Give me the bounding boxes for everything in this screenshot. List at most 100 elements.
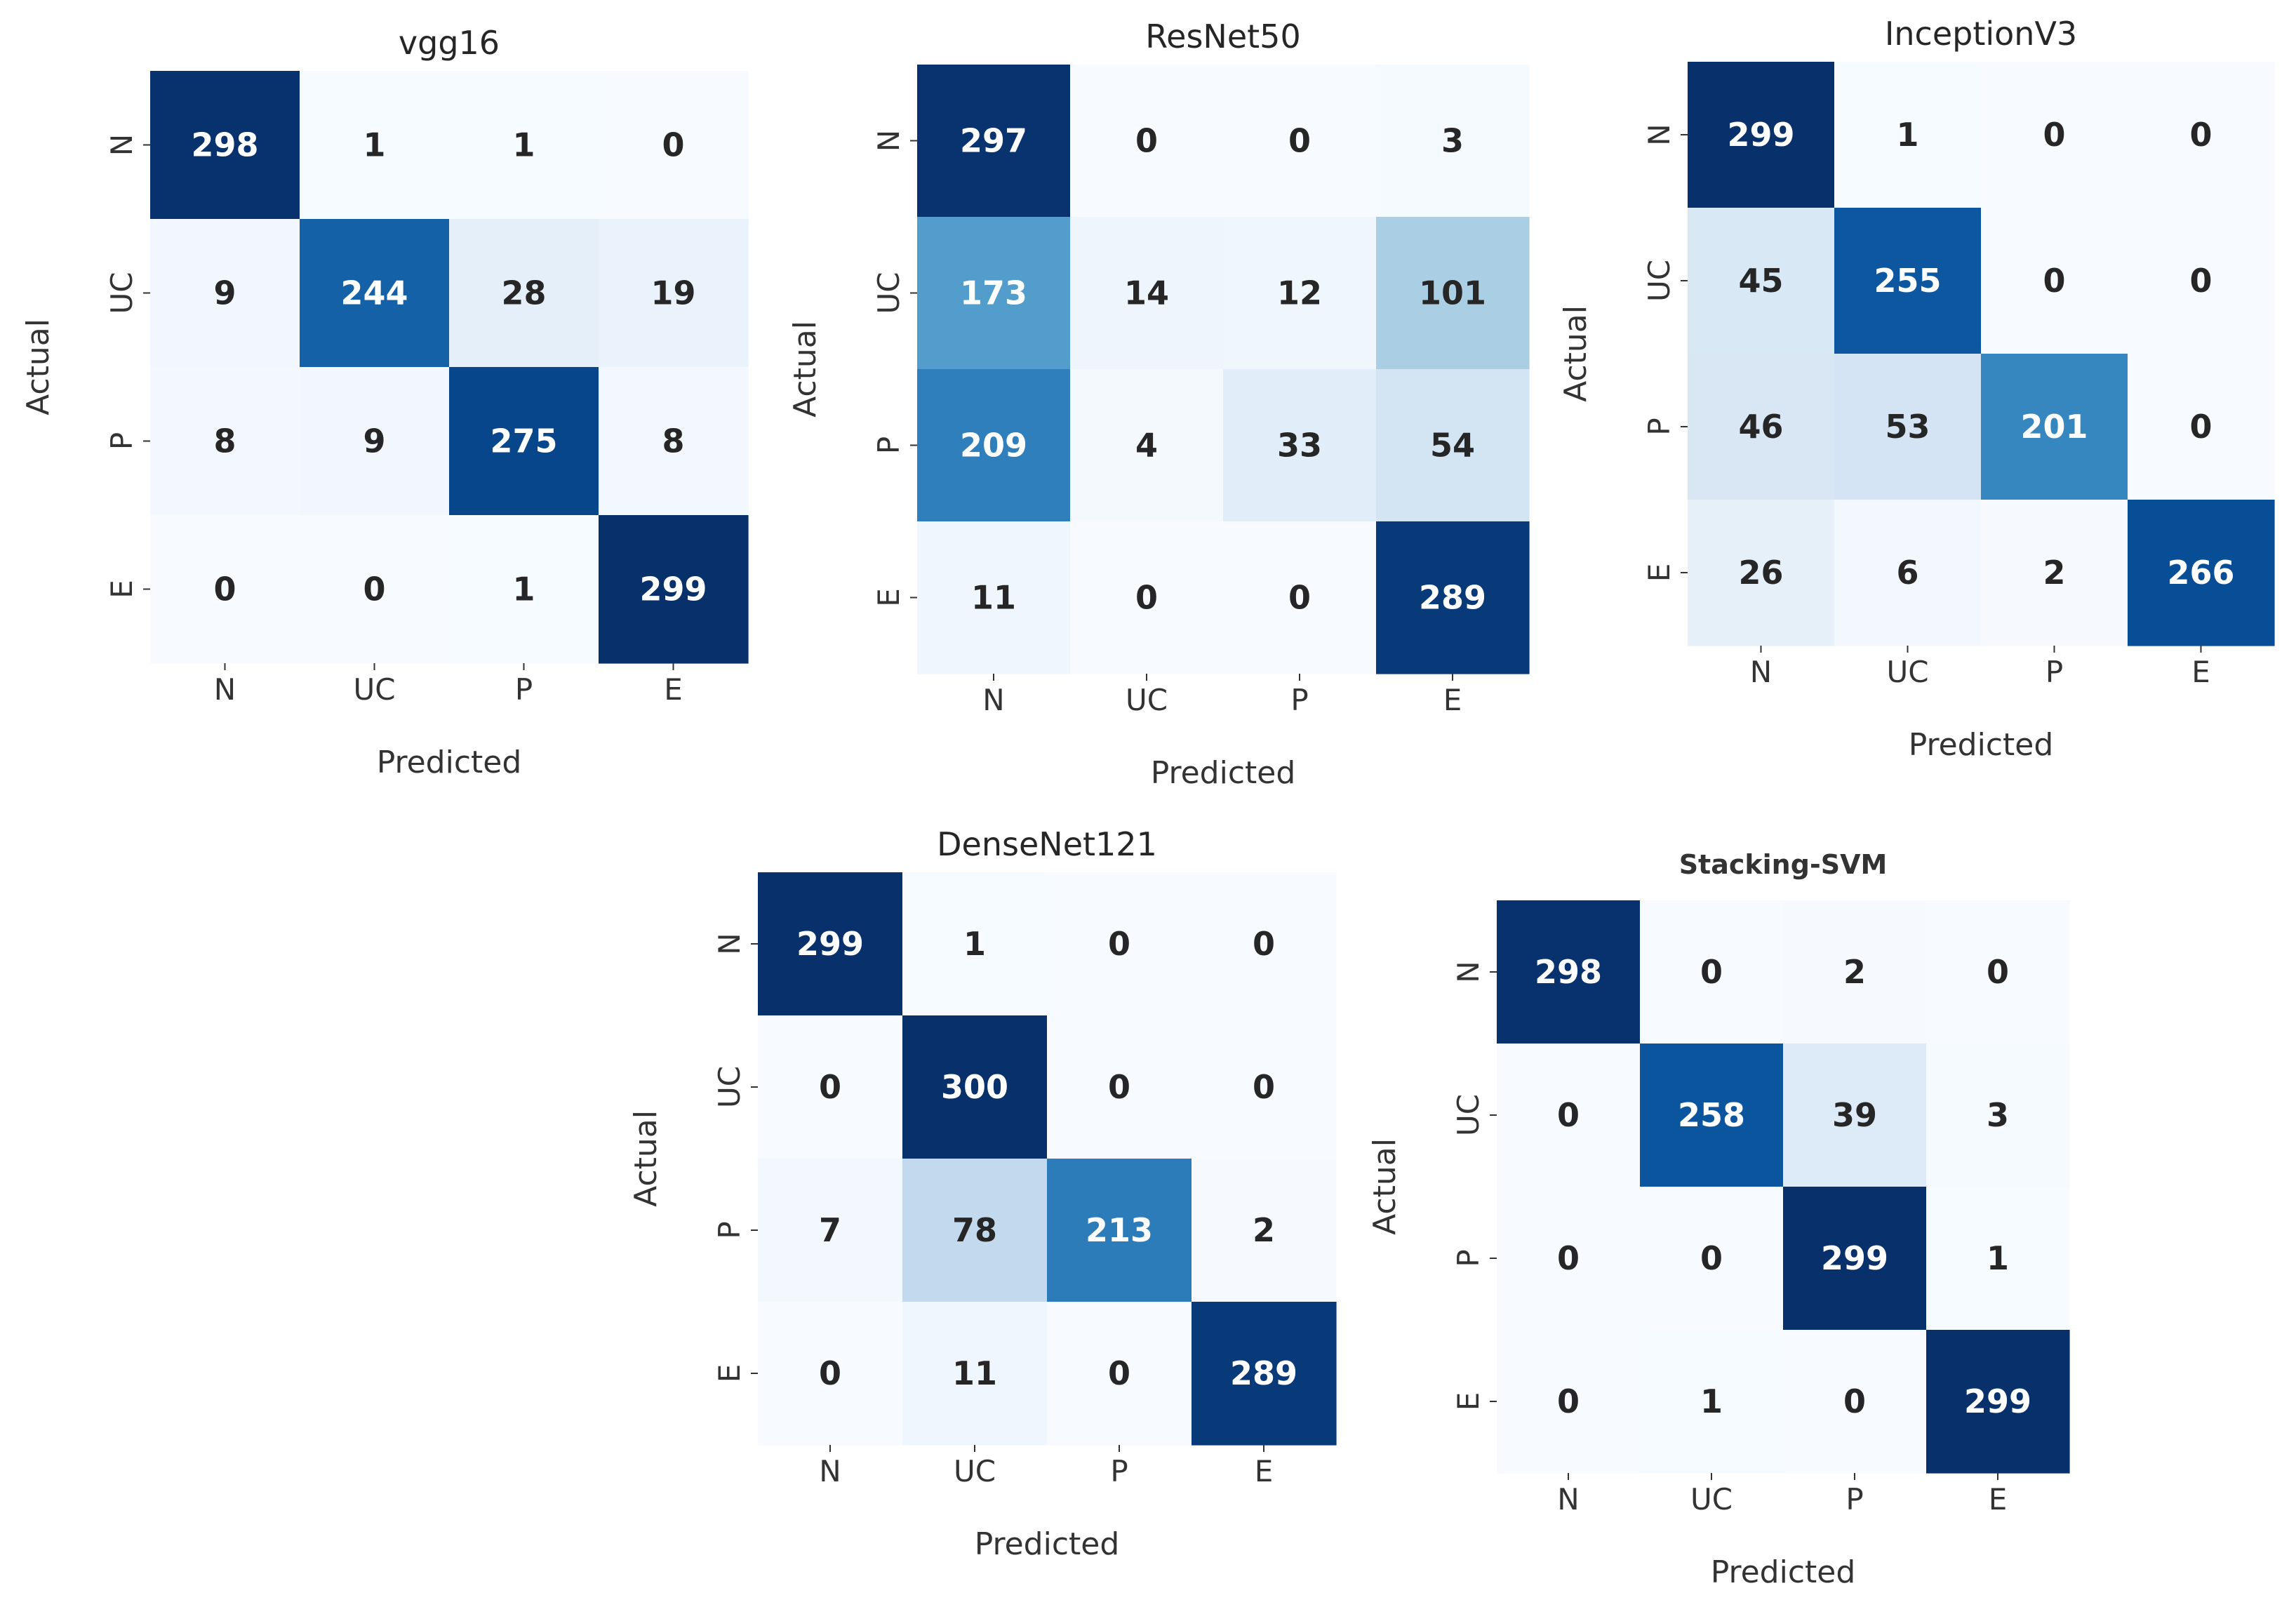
cell-value-label: 0 bbox=[1700, 953, 1723, 991]
cell-value-label: 0 bbox=[2043, 116, 2065, 154]
x-tick-label: N bbox=[819, 1454, 841, 1488]
heatmap-cell bbox=[1981, 208, 2128, 354]
heatmap-cell bbox=[902, 1015, 1048, 1159]
y-tick-label: E bbox=[105, 580, 139, 599]
heatmap-cell bbox=[2128, 62, 2275, 208]
cell-value-label: 299 bbox=[1727, 116, 1794, 154]
cell-value-label: 1 bbox=[363, 126, 385, 164]
heatmap-cell bbox=[1376, 217, 1530, 370]
cell-value-label: 0 bbox=[1135, 579, 1158, 617]
heatmap-cell bbox=[902, 1302, 1048, 1446]
confusion-matrix-4: DenseNet121 299 1 0 0 0 300 0 0 7 78 213 2 0 11 0 289 N UC… bbox=[628, 825, 1337, 1562]
x-tick-label: UC bbox=[353, 672, 395, 707]
heatmap-cell bbox=[1688, 62, 1835, 208]
y-tick-label: N bbox=[872, 130, 906, 152]
heatmap-cell bbox=[1688, 354, 1835, 500]
cell-value-label: 0 bbox=[1987, 953, 2009, 991]
chart-title: vgg16 bbox=[399, 24, 500, 62]
heatmap-cell bbox=[1497, 1187, 1641, 1331]
y-tick-label: P bbox=[712, 1221, 747, 1239]
heatmap-cell bbox=[1688, 500, 1835, 646]
heatmap-cell bbox=[1192, 1015, 1337, 1159]
heatmap-cell bbox=[300, 515, 450, 664]
x-axis-label: Predicted bbox=[975, 1526, 1120, 1562]
cell-value-label: 213 bbox=[1086, 1211, 1153, 1249]
y-tick-label: UC bbox=[105, 272, 139, 314]
heatmap-cell bbox=[1834, 354, 1982, 500]
heatmap-cell bbox=[1926, 1044, 2070, 1187]
heatmap-cell bbox=[1070, 65, 1224, 218]
heatmap-cell bbox=[1640, 1044, 1784, 1187]
heatmap-cell bbox=[917, 521, 1071, 674]
x-tick-label: P bbox=[515, 672, 533, 707]
heatmap-cell bbox=[1376, 521, 1530, 674]
cell-value-label: 54 bbox=[1430, 427, 1475, 465]
cell-value-label: 2 bbox=[1843, 953, 1866, 991]
cell-value-label: 298 bbox=[191, 126, 258, 164]
heatmap-cell bbox=[1834, 208, 1982, 354]
heatmap-cell bbox=[1070, 369, 1224, 522]
heatmap-cell bbox=[1192, 872, 1337, 1016]
cell-value-label: 39 bbox=[1832, 1096, 1877, 1134]
heatmap-cell bbox=[1223, 217, 1377, 370]
cell-value-label: 2 bbox=[1253, 1211, 1275, 1249]
y-axis-label: Actual bbox=[787, 321, 823, 418]
y-tick-label: N bbox=[1642, 124, 1676, 145]
heatmap-cell bbox=[1192, 1159, 1337, 1302]
x-tick-label: E bbox=[2191, 655, 2210, 689]
y-tick-label: P bbox=[1451, 1249, 1486, 1267]
heatmap-cell bbox=[449, 367, 599, 516]
x-axis-label: Predicted bbox=[1711, 1554, 1856, 1590]
cell-value-label: 0 bbox=[819, 1068, 841, 1106]
cell-value-label: 0 bbox=[1288, 122, 1311, 160]
y-tick-label: P bbox=[1642, 418, 1676, 435]
cell-value-label: 0 bbox=[1700, 1239, 1723, 1277]
cell-value-label: 0 bbox=[2189, 262, 2212, 300]
cell-value-label: 0 bbox=[1253, 1068, 1275, 1106]
y-tick-label: P bbox=[872, 436, 906, 454]
heatmap-cell bbox=[1223, 65, 1377, 218]
heatmap-cell bbox=[1688, 208, 1835, 354]
y-axis-label: Actual bbox=[628, 1110, 664, 1207]
heatmap-cell bbox=[2128, 500, 2275, 646]
cell-value-label: 0 bbox=[213, 571, 236, 608]
y-tick-label: UC bbox=[1451, 1094, 1486, 1136]
cell-value-label: 0 bbox=[2189, 408, 2212, 446]
y-tick-label: E bbox=[712, 1364, 747, 1383]
y-tick-label: UC bbox=[872, 272, 906, 314]
cell-value-label: 0 bbox=[1557, 1382, 1580, 1420]
cell-value-label: 258 bbox=[1678, 1096, 1745, 1134]
cell-value-label: 1 bbox=[963, 925, 986, 963]
cell-value-label: 1 bbox=[512, 571, 535, 608]
y-tick-label: UC bbox=[1642, 260, 1676, 302]
x-tick-label: UC bbox=[1690, 1482, 1733, 1516]
cell-value-label: 0 bbox=[1288, 579, 1311, 617]
cell-value-label: 26 bbox=[1738, 554, 1783, 592]
cell-value-label: 28 bbox=[501, 274, 546, 312]
x-tick-label: P bbox=[1846, 1482, 1863, 1516]
cell-value-label: 11 bbox=[971, 579, 1016, 617]
cell-value-label: 0 bbox=[1108, 1068, 1130, 1106]
heatmap-cell bbox=[300, 219, 450, 368]
cell-value-label: 300 bbox=[941, 1068, 1008, 1106]
x-tick-label: E bbox=[1255, 1454, 1274, 1488]
cell-value-label: 14 bbox=[1124, 274, 1169, 312]
cell-value-label: 4 bbox=[1135, 427, 1158, 465]
heatmap-cell bbox=[449, 219, 599, 368]
chart-title: InceptionV3 bbox=[1885, 15, 2077, 53]
cell-value-label: 33 bbox=[1277, 427, 1322, 465]
heatmap-cell bbox=[902, 872, 1048, 1016]
cell-value-label: 0 bbox=[1557, 1239, 1580, 1277]
heatmap-cell bbox=[1070, 521, 1224, 674]
y-axis-label: Actual bbox=[1558, 305, 1594, 402]
cell-value-label: 1 bbox=[1987, 1239, 2009, 1277]
x-tick-label: N bbox=[214, 672, 236, 707]
heatmap-cell bbox=[1047, 1159, 1192, 1302]
confusion-matrix-5: Stacking-SVM 298 0 2 0 0 258 39 3 0 0 299 1 0 1 0 299 N UC… bbox=[1367, 849, 2070, 1590]
x-tick-label: P bbox=[1290, 683, 1308, 717]
heatmap-cell bbox=[1783, 900, 1927, 1044]
confusion-matrix-2: ResNet50 297 0 0 3 173 14 12 101 209 4 33 54 11 0 0 289 N… bbox=[787, 18, 1530, 791]
cell-value-label: 299 bbox=[1821, 1239, 1888, 1277]
cell-value-label: 19 bbox=[650, 274, 695, 312]
heatmap-cell bbox=[1497, 1330, 1641, 1474]
